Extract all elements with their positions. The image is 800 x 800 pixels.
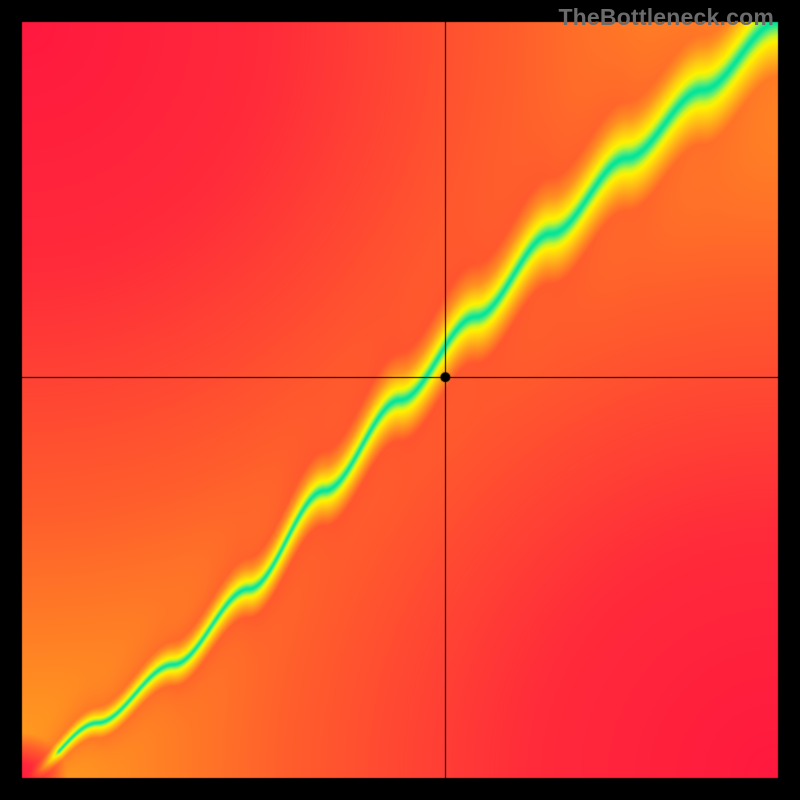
chart-container: TheBottleneck.com — [0, 0, 800, 800]
watermark-text: TheBottleneck.com — [558, 4, 774, 31]
heatmap-canvas — [0, 0, 800, 800]
